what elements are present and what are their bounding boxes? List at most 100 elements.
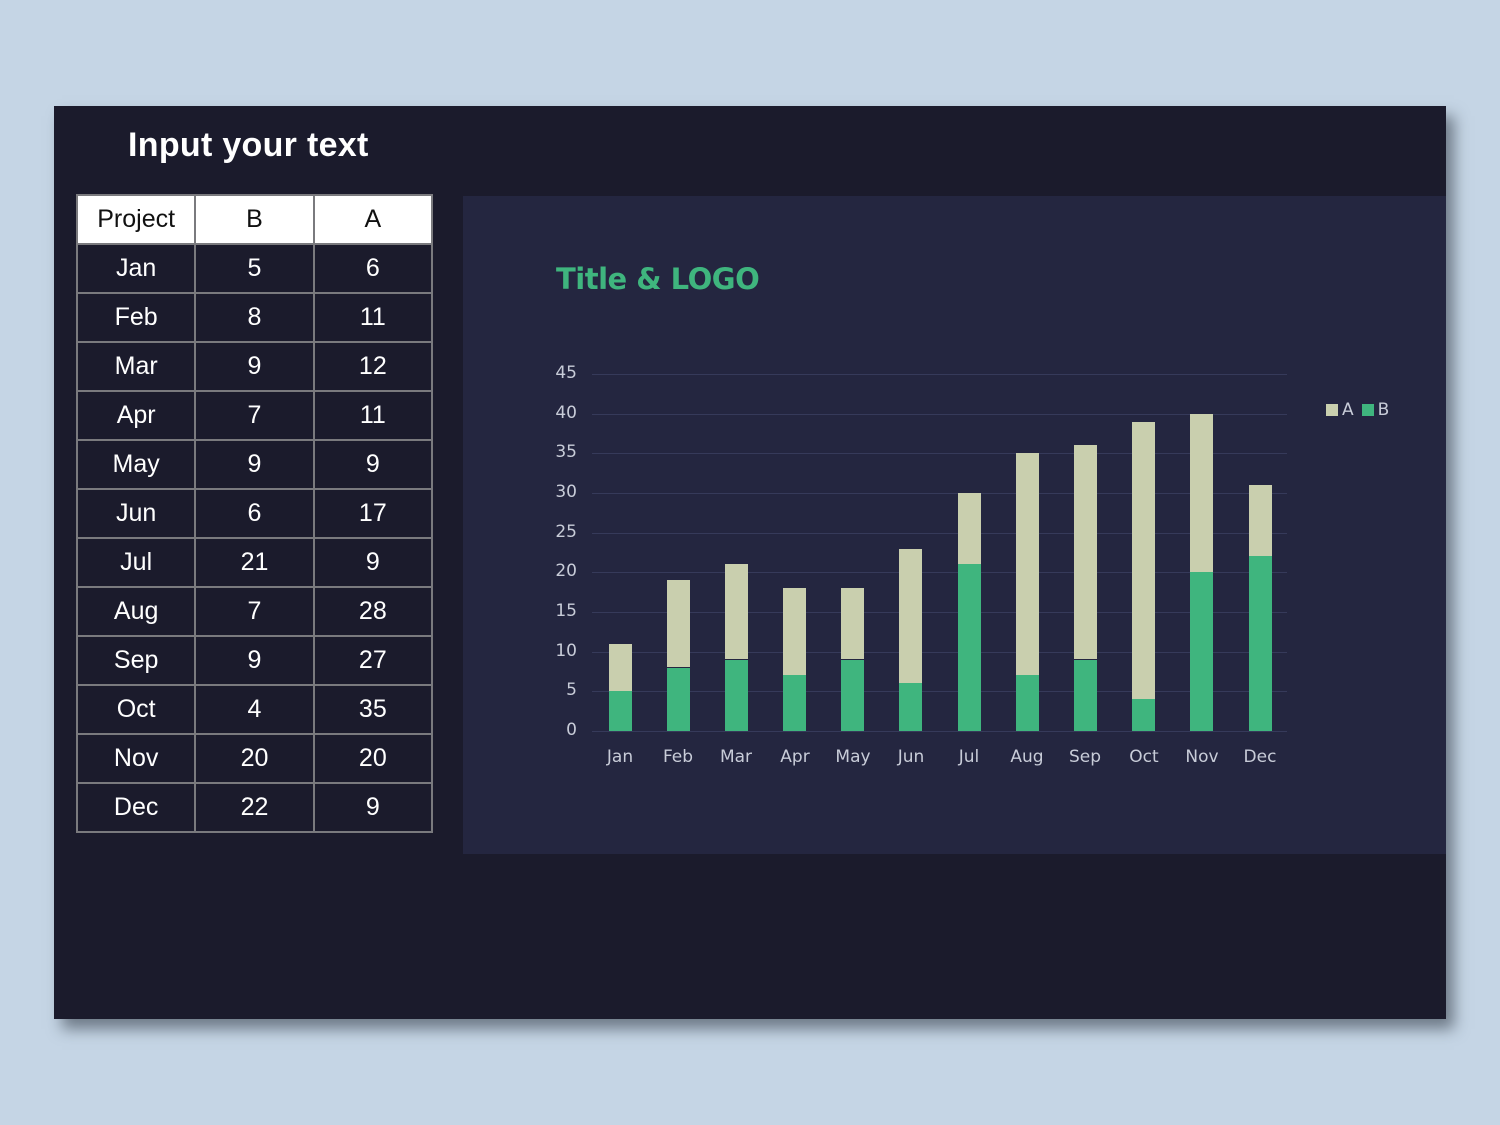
cell-project: Jun	[75, 488, 197, 539]
bar-segment-a	[1190, 414, 1213, 573]
bar-aug	[1016, 453, 1039, 731]
bar-segment-a	[783, 588, 806, 675]
column-header-project: Project	[75, 194, 197, 245]
y-axis-tick-label: 20	[555, 561, 577, 581]
bar-segment-b	[1249, 556, 1272, 731]
gridline	[592, 374, 1287, 375]
legend-swatch-a	[1326, 404, 1338, 416]
x-axis-tick-label: Sep	[1068, 747, 1102, 767]
bar-jan	[609, 644, 632, 731]
gridline	[592, 493, 1287, 494]
table-row: Jul 21 9	[75, 537, 434, 588]
y-axis-tick-label: 15	[555, 601, 577, 621]
cell-project: Feb	[75, 292, 197, 343]
cell-project: Nov	[75, 733, 197, 784]
x-axis-tick-label: Mar	[719, 747, 753, 767]
x-axis-tick-label: Jan	[606, 747, 634, 767]
cell-b: 9	[194, 635, 315, 686]
cell-a: 11	[312, 390, 434, 441]
table-row: Mar 9 12	[75, 341, 434, 392]
x-axis-tick-label: Jun	[897, 747, 925, 767]
bar-apr	[783, 588, 806, 731]
y-axis-tick-label: 10	[555, 641, 577, 661]
bar-segment-b	[1016, 675, 1039, 731]
cell-b: 5	[194, 243, 315, 294]
legend-item-b: B	[1361, 400, 1390, 420]
x-axis-tick-label: Aug	[1010, 747, 1044, 767]
bar-segment-a	[609, 644, 632, 692]
legend-label-b: B	[1377, 400, 1390, 420]
y-axis-tick-label: 40	[555, 403, 577, 423]
cell-project: Dec	[75, 782, 197, 833]
table-row: Sep 9 27	[75, 635, 434, 686]
cell-b: 8	[194, 292, 315, 343]
cell-a: 28	[312, 586, 434, 637]
y-axis-tick-label: 0	[566, 720, 577, 740]
y-axis-tick-label: 35	[555, 442, 577, 462]
gridline	[592, 652, 1287, 653]
bar-segment-a	[899, 549, 922, 684]
cell-a: 35	[312, 684, 434, 735]
bar-feb	[667, 580, 690, 731]
bar-segment-a	[1249, 485, 1272, 556]
bar-nov	[1190, 414, 1213, 731]
gridline	[592, 612, 1287, 613]
cell-b: 20	[194, 733, 315, 784]
table-row: Dec 22 9	[75, 782, 434, 833]
cell-b: 9	[194, 439, 315, 490]
cell-project: Aug	[75, 586, 197, 637]
slide: Input your text Project B A Jan 5 6 Feb 8 11 M…	[54, 106, 1446, 1019]
legend-item-a: A	[1326, 400, 1354, 420]
cell-project: Sep	[75, 635, 197, 686]
bar-segment-a	[841, 588, 864, 659]
x-axis-tick-label: Dec	[1243, 747, 1277, 767]
legend-label-a: A	[1342, 400, 1354, 420]
bar-dec	[1249, 485, 1272, 731]
x-axis-tick-label: Nov	[1185, 747, 1219, 767]
cell-project: Oct	[75, 684, 197, 735]
bar-segment-b	[1074, 660, 1097, 731]
cell-b: 7	[194, 390, 315, 441]
table-row: Jan 5 6	[75, 243, 434, 294]
x-axis-tick-label: Apr	[780, 747, 810, 767]
chart-plot-area: 0 5 10 15 20 25 30 35 40 45 Jan Feb Mar Apr May Jun Jul A…	[463, 196, 1446, 854]
cell-a: 9	[312, 439, 434, 490]
gridline	[592, 731, 1287, 732]
table-row: May 9 9	[75, 439, 434, 490]
bar-mar	[725, 564, 748, 731]
bar-segment-a	[1132, 422, 1155, 700]
x-axis-tick-label: Jul	[958, 747, 980, 767]
cell-a: 11	[312, 292, 434, 343]
bar-segment-b	[1190, 572, 1213, 731]
legend-swatch-b	[1361, 404, 1374, 416]
bar-sep	[1074, 445, 1097, 731]
bar-segment-a	[1074, 445, 1097, 659]
column-header-b: B	[194, 194, 315, 245]
bar-segment-b	[841, 660, 864, 731]
gridline	[592, 691, 1287, 692]
gridline	[592, 414, 1287, 415]
cell-project: Apr	[75, 390, 197, 441]
gridline	[592, 572, 1287, 573]
y-axis-tick-label: 5	[566, 680, 577, 700]
cell-project: Jul	[75, 537, 197, 588]
x-axis-tick-label: May	[835, 747, 871, 767]
y-axis-tick-label: 25	[555, 522, 577, 542]
chart-legend: A B	[1326, 400, 1393, 420]
bar-segment-b	[958, 564, 981, 731]
bar-jul	[958, 493, 981, 731]
cell-b: 22	[194, 782, 315, 833]
y-axis-tick-label: 45	[555, 363, 577, 383]
bar-oct	[1132, 422, 1155, 731]
table-row: Apr 7 11	[75, 390, 434, 441]
cell-a: 9	[312, 537, 434, 588]
cell-project: Mar	[75, 341, 197, 392]
cell-a: 9	[312, 782, 434, 833]
bar-may	[841, 588, 864, 731]
y-axis-tick-label: 30	[555, 482, 577, 502]
gridline	[592, 453, 1287, 454]
bar-segment-b	[609, 691, 632, 731]
chart-title: Title & LOGO	[556, 262, 760, 296]
bar-segment-a	[1016, 453, 1039, 675]
cell-b: 7	[194, 586, 315, 637]
